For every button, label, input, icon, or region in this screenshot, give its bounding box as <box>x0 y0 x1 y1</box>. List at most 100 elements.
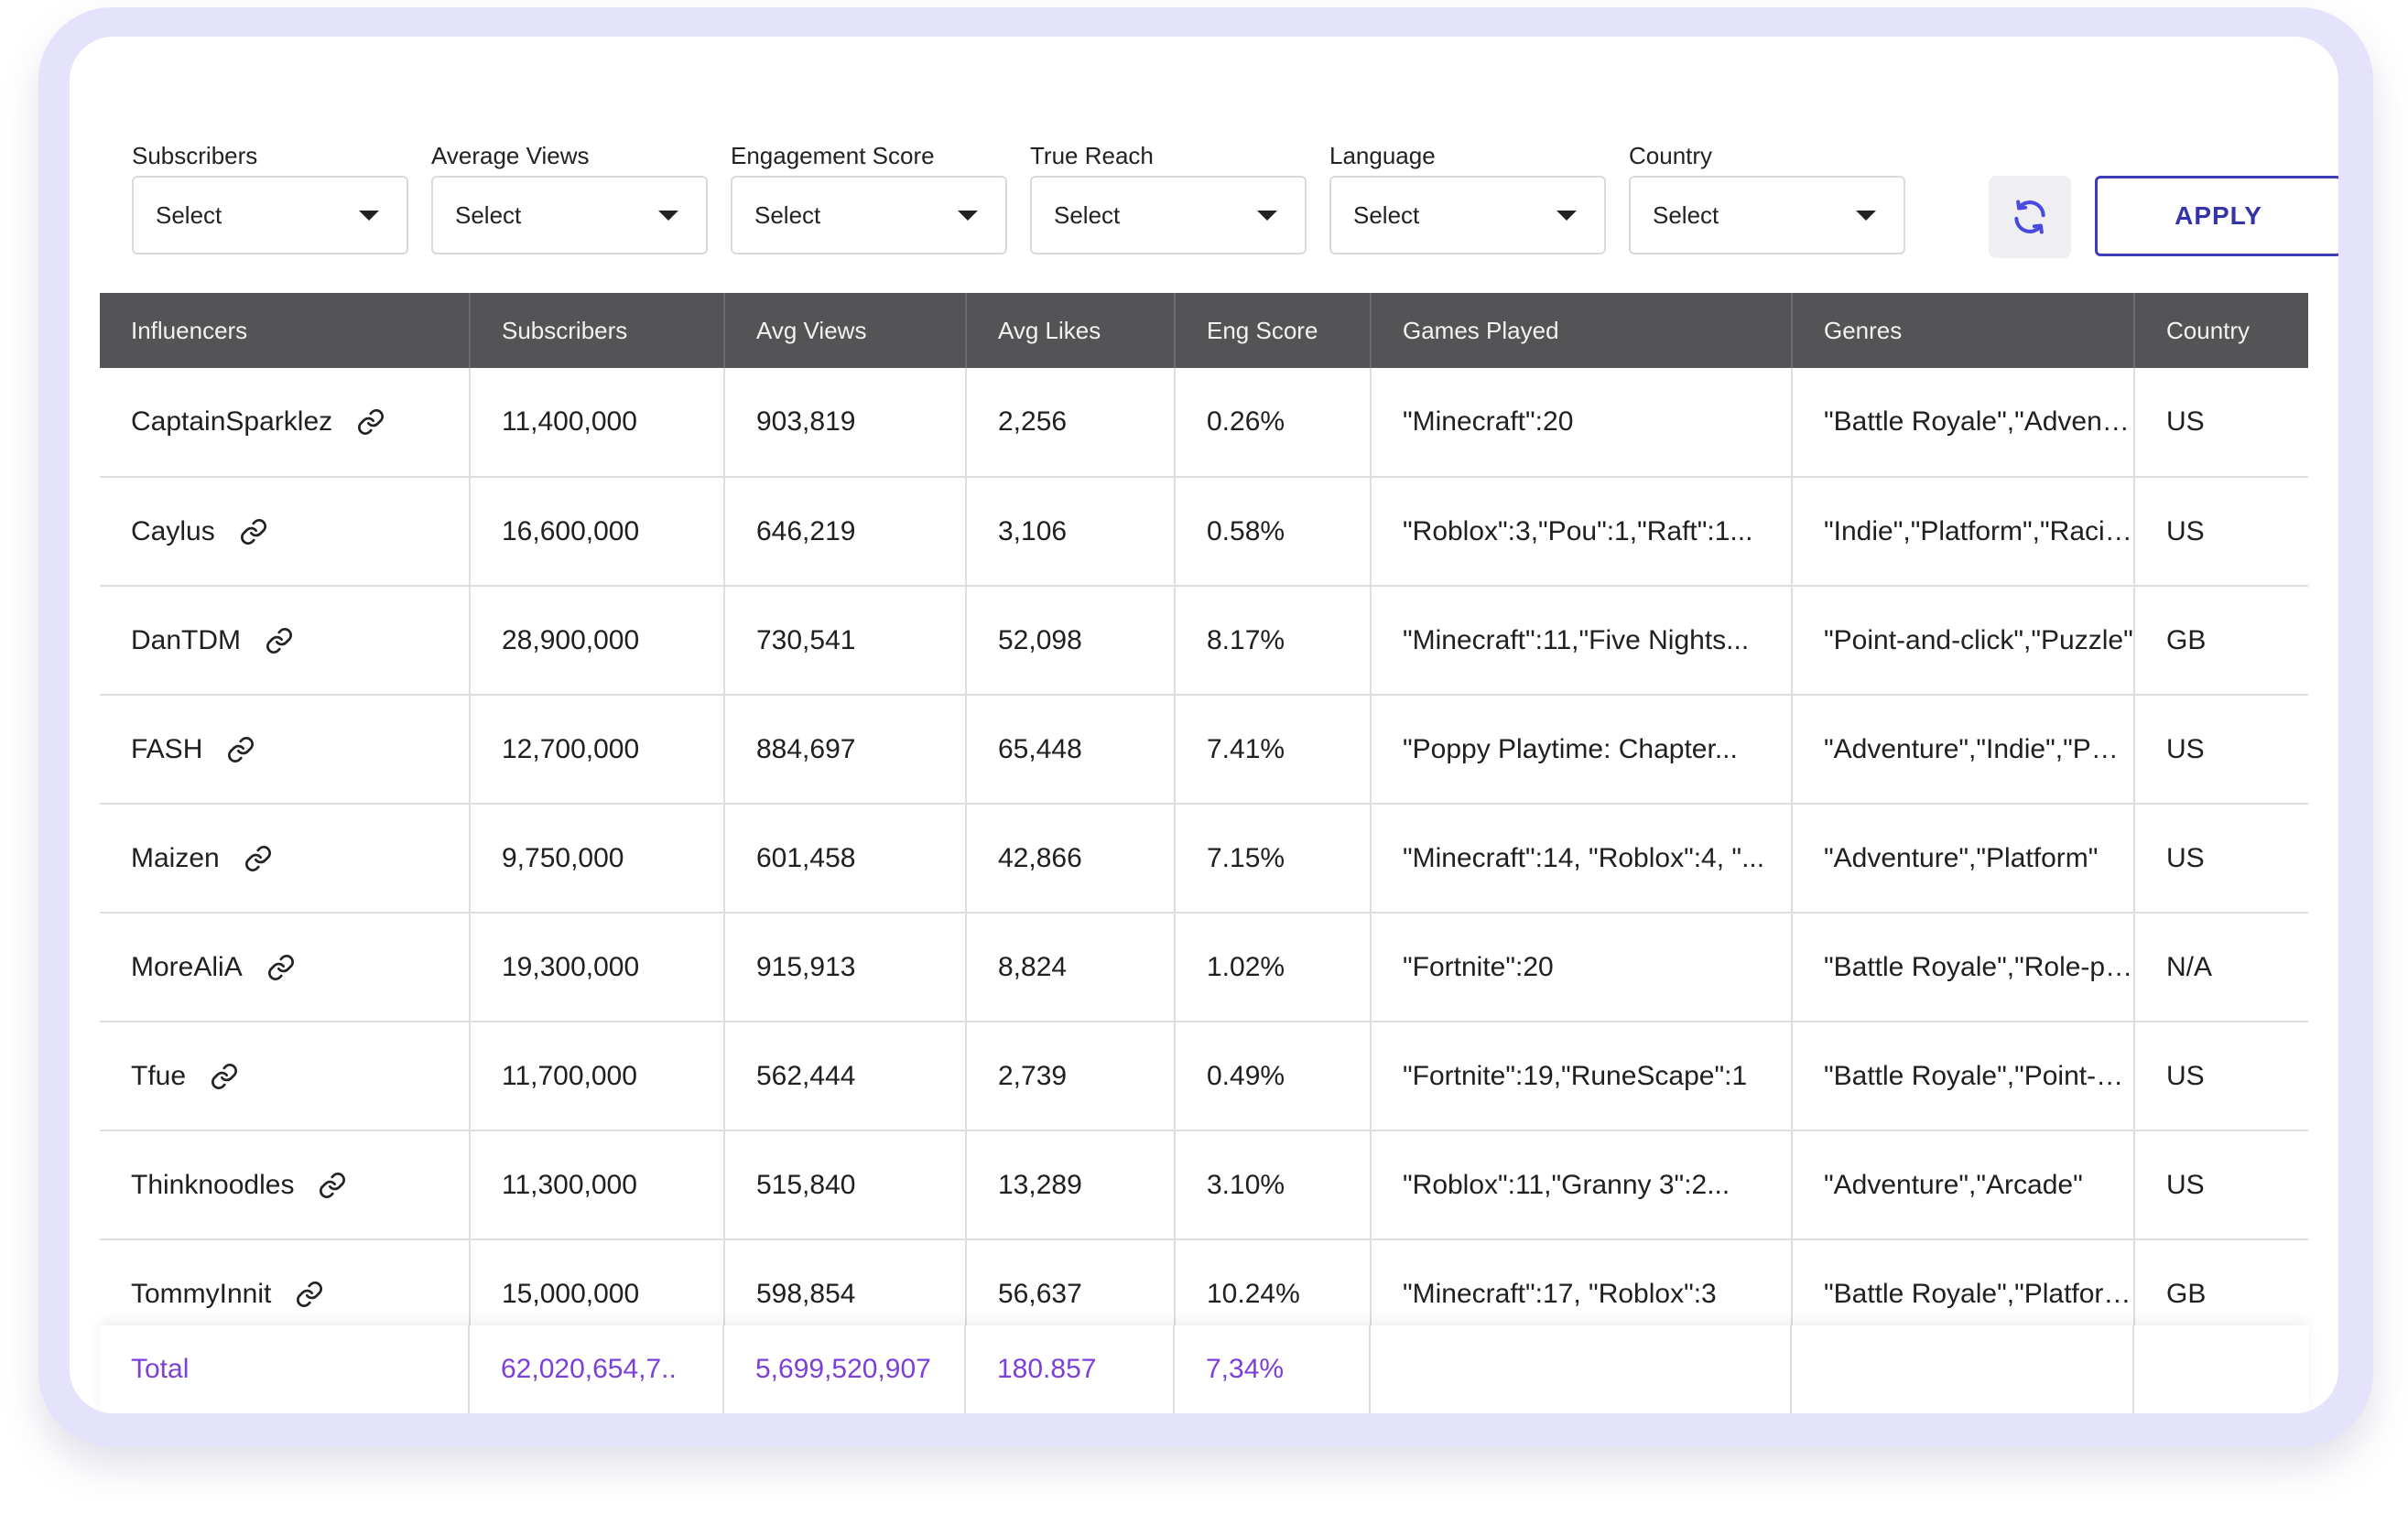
total-avg-views: 5,699,520,907 <box>724 1325 966 1413</box>
filter-language: Language Select <box>1329 135 1606 254</box>
table-row[interactable]: Tfue 11,700,000 562,444 2,739 0.49% "Fortnite… <box>100 1022 2308 1131</box>
true-reach-select[interactable]: Select <box>1030 176 1307 254</box>
column-header[interactable]: Influencers <box>100 293 471 368</box>
main-panel: Subscribers Select Average Views Select … <box>70 37 2338 1413</box>
eng-score-cell: 0.49% <box>1175 1022 1372 1131</box>
country-cell: US <box>2134 368 2308 478</box>
engagement-score-select[interactable]: Select <box>731 176 1007 254</box>
table-row[interactable]: DanTDM 28,900,000 730,541 52,098 8.17% "Minec… <box>100 586 2308 696</box>
avg-likes-cell: 52,098 <box>966 586 1176 696</box>
filter-label: Subscribers <box>132 142 258 169</box>
filter-label: True Reach <box>1030 142 1154 169</box>
select-value: Select <box>754 200 821 229</box>
country-cell: US <box>2134 1022 2308 1131</box>
table-row[interactable]: Maizen 9,750,000 601,458 42,866 7.15% "Minecr… <box>100 804 2308 914</box>
subscribers-cell: 16,600,000 <box>470 477 725 587</box>
influencer-cell: MoreAliA <box>100 913 471 1022</box>
genres-cell: "Battle Royale","Point-and-click" <box>1792 1022 2135 1131</box>
influencer-name-wrap: Tfue <box>131 1058 468 1095</box>
genres-cell: "Battle Royale","Adventure" <box>1792 368 2135 478</box>
avg-likes-cell: 65,448 <box>966 695 1176 805</box>
influencer-name: FASH <box>131 733 203 764</box>
eng-score-cell: 7.41% <box>1175 695 1372 805</box>
filter-label: Average Views <box>431 142 590 169</box>
filter-label: Language <box>1329 142 1436 169</box>
country-cell: GB <box>2134 586 2308 696</box>
country-cell: US <box>2134 804 2308 914</box>
column-header[interactable]: Genres <box>1792 293 2135 368</box>
influencer-cell: FASH <box>100 695 471 805</box>
subscribers-cell: 12,700,000 <box>470 695 725 805</box>
link-icon[interactable] <box>206 1058 243 1095</box>
select-value: Select <box>1653 200 1719 229</box>
column-header[interactable]: Avg Views <box>724 293 967 368</box>
subscribers-cell: 11,700,000 <box>470 1022 725 1131</box>
filter-label: Engagement Score <box>731 142 935 169</box>
table-row[interactable]: Caylus 16,600,000 646,219 3,106 0.58% "Roblox… <box>100 477 2308 587</box>
link-icon[interactable] <box>263 949 299 986</box>
refresh-button[interactable] <box>1989 176 2071 258</box>
table-row[interactable]: FASH 12,700,000 884,697 65,448 7.41% "Poppy P… <box>100 695 2308 805</box>
link-icon[interactable] <box>314 1167 351 1204</box>
total-eng-score: 7,34% <box>1175 1325 1371 1413</box>
refresh-icon <box>2014 200 2045 234</box>
games-played-cell: "Poppy Playtime: Chapter... <box>1371 695 1793 805</box>
genres-cell: "Adventure","Indie","Puzzle" <box>1792 695 2135 805</box>
influencer-name: TommyInnit <box>131 1278 272 1309</box>
influencer-cell: Caylus <box>100 477 471 587</box>
filter-subscribers: Subscribers Select <box>132 135 408 254</box>
eng-score-cell: 0.58% <box>1175 477 1372 587</box>
column-header[interactable]: Avg Likes <box>966 293 1176 368</box>
avg-views-cell: 730,541 <box>724 586 967 696</box>
influencer-name: Maizen <box>131 842 220 873</box>
games-played-cell: "Roblox":3,"Pou":1,"Raft":1... <box>1371 477 1793 587</box>
avg-likes-cell: 42,866 <box>966 804 1176 914</box>
total-subscribers: 62,020,654,7.. <box>470 1325 724 1413</box>
influencer-name-wrap: MoreAliA <box>131 949 468 986</box>
column-header[interactable]: Games Played <box>1371 293 1793 368</box>
subscribers-cell: 19,300,000 <box>470 913 725 1022</box>
link-icon[interactable] <box>261 622 298 659</box>
link-icon[interactable] <box>291 1276 328 1313</box>
column-header[interactable]: Country <box>2134 293 2308 368</box>
eng-score-cell: 7.15% <box>1175 804 1372 914</box>
influencer-name-wrap: Caylus <box>131 514 468 550</box>
link-icon[interactable] <box>353 404 389 440</box>
country-cell: US <box>2134 695 2308 805</box>
column-header[interactable]: Subscribers <box>470 293 725 368</box>
link-icon[interactable] <box>222 731 259 768</box>
subscribers-select[interactable]: Select <box>132 176 408 254</box>
table-row[interactable]: CaptainSparklez 11,400,000 903,819 2,256 0.2… <box>100 368 2308 478</box>
select-value: Select <box>156 200 222 229</box>
influencer-name-wrap: Maizen <box>131 840 468 877</box>
avg-views-cell: 884,697 <box>724 695 967 805</box>
influencer-cell: CaptainSparklez <box>100 368 471 478</box>
chevron-down-icon <box>359 210 379 221</box>
country-cell: US <box>2134 477 2308 587</box>
table-row[interactable]: Thinknoodles 11,300,000 515,840 13,289 3.10%… <box>100 1130 2308 1240</box>
link-icon[interactable] <box>240 840 277 877</box>
filter-average-views: Average Views Select <box>431 135 708 254</box>
country-select[interactable]: Select <box>1629 176 1905 254</box>
column-header[interactable]: Eng Score <box>1175 293 1372 368</box>
games-played-cell: "Roblox":11,"Granny 3":2... <box>1371 1130 1793 1240</box>
subscribers-cell: 28,900,000 <box>470 586 725 696</box>
games-played-cell: "Minecraft":14, "Roblox":4, "... <box>1371 804 1793 914</box>
table-row[interactable]: MoreAliA 19,300,000 915,913 8,824 1.02% "Fort… <box>100 913 2308 1022</box>
total-label: Total <box>100 1325 470 1413</box>
chevron-down-icon <box>1557 210 1577 221</box>
avg-views-cell: 903,819 <box>724 368 967 478</box>
influencer-name: CaptainSparklez <box>131 406 333 437</box>
genres-cell: "Point-and-click","Puzzle" <box>1792 586 2135 696</box>
subscribers-cell: 11,300,000 <box>470 1130 725 1240</box>
language-select[interactable]: Select <box>1329 176 1606 254</box>
select-value: Select <box>1353 200 1420 229</box>
country-cell: N/A <box>2134 913 2308 1022</box>
filter-true-reach: True Reach Select <box>1030 135 1307 254</box>
total-row: Total 62,020,654,7.. 5,699,520,907 180.8… <box>100 1325 2308 1413</box>
filter-label: Country <box>1629 142 1713 169</box>
apply-button[interactable]: APPLY <box>2095 176 2338 256</box>
link-icon[interactable] <box>235 514 272 550</box>
average-views-select[interactable]: Select <box>431 176 708 254</box>
filter-bar: Subscribers Select Average Views Select … <box>132 135 2338 300</box>
